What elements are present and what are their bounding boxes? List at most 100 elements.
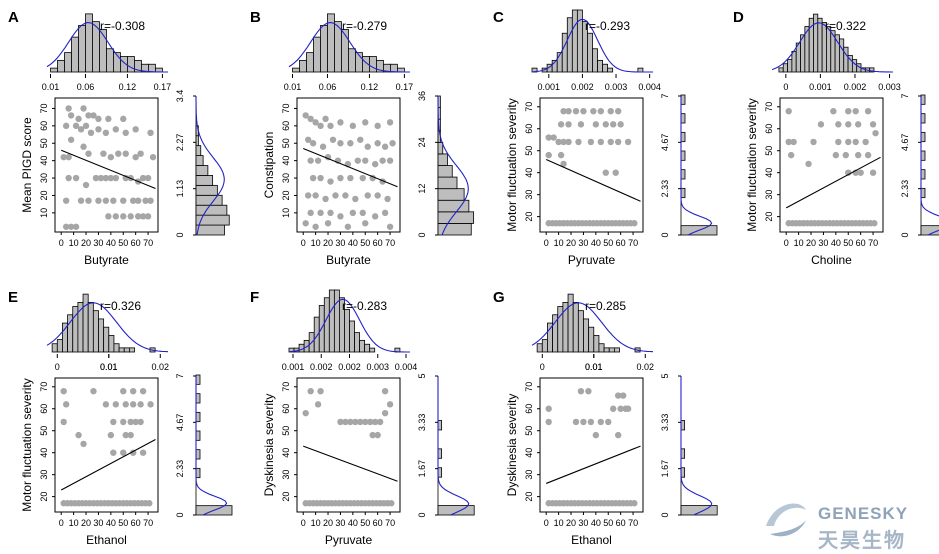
panel-a: A0 10 20 30 40 50 60 7010203040506070ButyrateMe…: [8, 9, 230, 267]
scatter-point: [607, 138, 614, 146]
scatter-point: [384, 195, 391, 203]
scatter-point: [304, 136, 312, 143]
scatter-point: [575, 138, 582, 146]
correlation-label: r=0.326: [100, 299, 141, 313]
scatter-point: [862, 138, 869, 146]
scatter-point: [139, 213, 147, 220]
x-tick-label: 50: [360, 238, 370, 248]
top-hist-bar: [82, 293, 89, 353]
x-axis-label: Ethanol: [571, 533, 612, 547]
scatter-point: [100, 150, 107, 157]
scatter-point: [317, 122, 324, 130]
scatter-point: [80, 440, 87, 448]
scatter-point: [132, 418, 139, 426]
scatter-point: [77, 197, 85, 204]
y-tick-label: 30: [524, 190, 534, 200]
scatter-point: [60, 418, 67, 426]
top-hist-bar: [588, 326, 595, 353]
side-hist-bar: [680, 187, 686, 199]
y-tick-label: 20: [524, 492, 534, 502]
x-tick-label: 70: [143, 518, 153, 528]
scatter-frame: [296, 97, 401, 233]
x-axis-label: Ethanol: [86, 533, 127, 547]
y-tick-label: 30: [39, 470, 49, 480]
side-hist-tick-label: 0: [660, 232, 670, 237]
scatter-point: [362, 220, 369, 227]
scatter-point: [105, 115, 112, 123]
scatter-point: [87, 129, 95, 137]
x-tick-label: 20: [81, 518, 91, 528]
side-hist-bar: [920, 225, 939, 236]
y-tick-label: 50: [524, 146, 534, 156]
x-tick-label: 20: [323, 238, 333, 248]
side-hist-density-curve: [680, 96, 713, 236]
top-hist-bar: [364, 343, 371, 353]
correlation-label: r=0.285: [585, 299, 626, 313]
y-tick-label: 10: [281, 208, 291, 218]
scatter-point: [617, 405, 624, 412]
x-tick-label: 70: [143, 238, 153, 248]
x-axis-label: Choline: [811, 253, 852, 267]
scatter-point: [127, 418, 134, 426]
scatter-point: [327, 122, 334, 130]
side-hist-tick-label: 0: [417, 232, 427, 237]
top-hist-bar: [607, 67, 614, 73]
top-hist-bar: [78, 25, 86, 73]
side-hist-bar: [195, 194, 223, 206]
scatter-point: [304, 192, 312, 199]
x-tick-label: 70: [385, 518, 395, 528]
top-hist-tick-label: 0.003: [605, 82, 628, 92]
top-hist-bar: [587, 32, 593, 73]
top-hist-bar: [313, 316, 320, 353]
panel-letter: G: [493, 289, 505, 306]
scatter-point: [72, 223, 80, 230]
x-tick-label: 70: [628, 238, 638, 248]
scatter-point: [102, 401, 110, 408]
side-hist-tick-label: 3.4: [175, 90, 185, 103]
scatter-point: [147, 129, 154, 137]
top-hist-bar: [354, 332, 360, 353]
side-hist-tick-label: 5: [417, 373, 427, 378]
scatter-point: [144, 174, 152, 182]
y-tick-label: 40: [39, 448, 49, 458]
side-hist-bar: [195, 165, 209, 176]
y-tick-label: 60: [764, 124, 774, 134]
regression-line: [303, 445, 398, 482]
top-hist-tick-label: 0.003: [366, 362, 389, 372]
panel-f: F0 10 20 30 40 50 60 70203040506070PyruvateDysk…: [250, 289, 475, 547]
side-hist-tick-label: 12: [417, 184, 427, 194]
scatter-point: [845, 138, 852, 146]
x-tick-label: 40: [348, 518, 358, 528]
top-hist-bar: [148, 63, 156, 73]
scatter-point: [322, 195, 329, 203]
scatter-point: [302, 220, 309, 227]
scatter-point: [364, 192, 371, 199]
x-tick-label: 50: [603, 238, 613, 248]
panel-letter: B: [250, 9, 261, 26]
top-hist-bar: [62, 322, 68, 353]
scatter-point: [352, 418, 359, 426]
top-hist-bar: [92, 310, 99, 353]
y-tick-label: 20: [281, 190, 291, 200]
side-hist-bar: [195, 155, 204, 166]
scatter-point: [327, 209, 334, 217]
side-hist-bar: [195, 204, 228, 216]
scatter-point: [307, 209, 314, 217]
side-hist-bar: [920, 113, 926, 124]
x-axis-label: Pyruvate: [568, 253, 616, 267]
scatter-point: [388, 500, 395, 507]
top-hist-density-curve: [46, 22, 168, 73]
scatter-point: [845, 121, 852, 128]
top-hist-bar: [359, 339, 366, 353]
side-hist-density-curve: [195, 376, 228, 516]
scatter-point: [132, 153, 139, 161]
top-hist-tick-label: 0.01: [42, 82, 60, 92]
side-hist-bar: [195, 175, 214, 186]
side-hist-bar: [195, 449, 201, 460]
scatter-point: [872, 129, 879, 137]
x-tick-label: 60: [373, 238, 383, 248]
scatter-point: [307, 387, 314, 395]
y-tick-label: 40: [39, 156, 49, 166]
genesky-logo-icon: [766, 503, 806, 537]
top-hist-tick-label: 0: [55, 362, 60, 372]
